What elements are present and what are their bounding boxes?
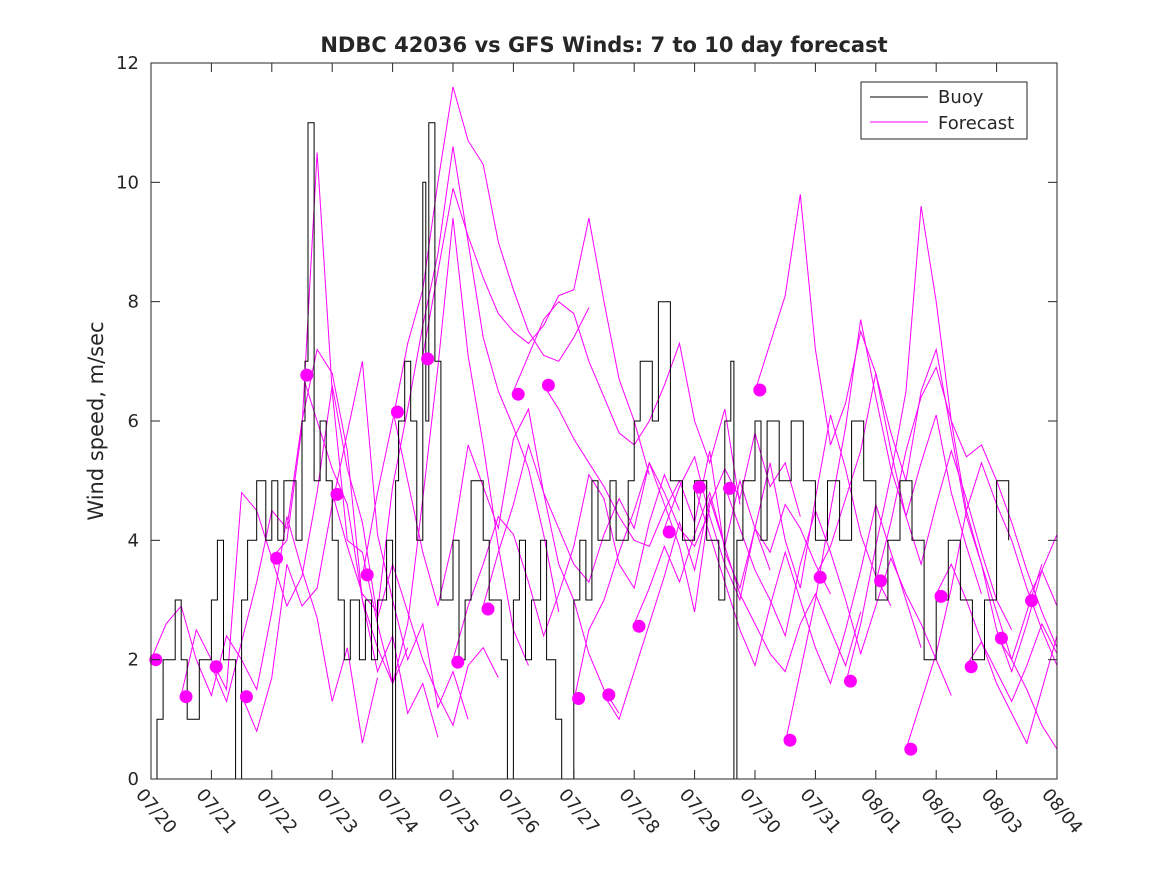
forecast-line <box>754 194 982 595</box>
forecast-line <box>543 384 771 590</box>
forecast-marker <box>572 692 586 705</box>
y-tick-label: 2 <box>128 650 139 671</box>
forecast-line <box>422 188 650 475</box>
x-tick-label: 07/30 <box>735 785 784 838</box>
forecast-line <box>150 516 378 744</box>
forecast-marker <box>360 568 374 582</box>
y-tick-label: 8 <box>128 292 139 313</box>
chart-title: NDBC 42036 vs GFS Winds: 7 to 10 day for… <box>320 33 887 57</box>
y-tick-label: 10 <box>116 172 139 193</box>
forecast-line <box>724 486 952 696</box>
forecast-marker <box>874 574 888 588</box>
forecast-line <box>603 478 831 721</box>
forecast-line <box>361 86 590 577</box>
x-tick-label: 07/24 <box>373 785 422 838</box>
forecast-marker <box>632 619 646 633</box>
forecast-marker <box>994 631 1008 645</box>
forecast-line <box>845 206 1058 684</box>
forecast-marker <box>541 378 555 392</box>
forecast-line <box>482 443 711 607</box>
y-tick-label: 0 <box>128 769 139 790</box>
forecast-marker <box>330 487 344 501</box>
x-tick-label: 07/29 <box>675 785 724 838</box>
forecast-marker <box>209 660 223 674</box>
x-tick-label: 07/20 <box>131 785 180 838</box>
forecast-marker <box>602 688 616 702</box>
forecast-marker <box>300 368 314 382</box>
forecast-marker <box>753 383 767 397</box>
forecast-marker <box>692 480 706 494</box>
forecast-marker <box>421 352 435 366</box>
forecast-line <box>392 407 620 714</box>
x-tick-label: 07/22 <box>252 785 301 838</box>
x-tick-label: 07/23 <box>312 785 361 838</box>
forecast-line <box>512 301 741 505</box>
y-axis-label: Wind speed, m/sec <box>84 321 108 520</box>
forecast-line <box>271 385 499 727</box>
legend-label-buoy: Buoy <box>938 87 984 108</box>
forecast-marker <box>1025 594 1039 608</box>
buoy-line <box>151 122 1010 780</box>
x-tick-label: 07/25 <box>433 785 482 838</box>
forecast-line <box>331 146 560 614</box>
legend-label-forecast: Forecast <box>938 113 1014 134</box>
forecast-marker <box>813 570 827 584</box>
forecast-marker <box>904 742 918 756</box>
forecast-line <box>633 490 862 673</box>
forecast-line <box>694 486 922 686</box>
x-tick-label: 08/02 <box>916 785 965 838</box>
forecast-marker <box>934 589 948 603</box>
x-tick-label: 07/21 <box>192 785 241 838</box>
plot-area <box>149 86 1058 780</box>
x-tick-label: 07/27 <box>554 785 603 838</box>
forecast-line <box>210 348 439 738</box>
x-tick-label: 08/01 <box>856 785 905 838</box>
x-tick-label: 07/31 <box>796 785 845 838</box>
forecast-marker <box>179 690 193 704</box>
legend-box <box>860 81 1028 140</box>
forecast-line <box>1026 510 1058 601</box>
forecast-marker <box>390 405 404 419</box>
forecast-line <box>301 218 529 686</box>
forecast-line <box>573 432 801 702</box>
forecast-marker <box>662 525 676 539</box>
forecast-marker <box>239 690 253 704</box>
forecast-marker <box>481 602 495 616</box>
x-tick-label: 07/28 <box>614 785 663 838</box>
y-tick-label: 6 <box>128 411 139 432</box>
forecast-marker <box>783 733 797 747</box>
forecast-marker <box>723 481 737 495</box>
plot-frame <box>150 62 1058 780</box>
forecast-marker <box>964 660 978 674</box>
forecast-marker <box>270 551 284 565</box>
x-tick-label: 08/04 <box>1037 785 1086 838</box>
y-tick-label: 12 <box>116 53 139 74</box>
forecast-line <box>784 319 1013 744</box>
legend: Buoy Forecast <box>860 81 1028 140</box>
y-tick-label: 4 <box>128 530 139 551</box>
x-tick-label: 07/26 <box>494 785 543 838</box>
x-tick-label: 08/03 <box>977 785 1026 838</box>
forecast-marker <box>451 655 465 669</box>
forecast-line <box>241 361 469 733</box>
forecast-line <box>452 473 680 660</box>
forecast-line <box>180 152 409 696</box>
forecast-marker <box>843 674 857 688</box>
forecast-marker <box>511 387 525 401</box>
